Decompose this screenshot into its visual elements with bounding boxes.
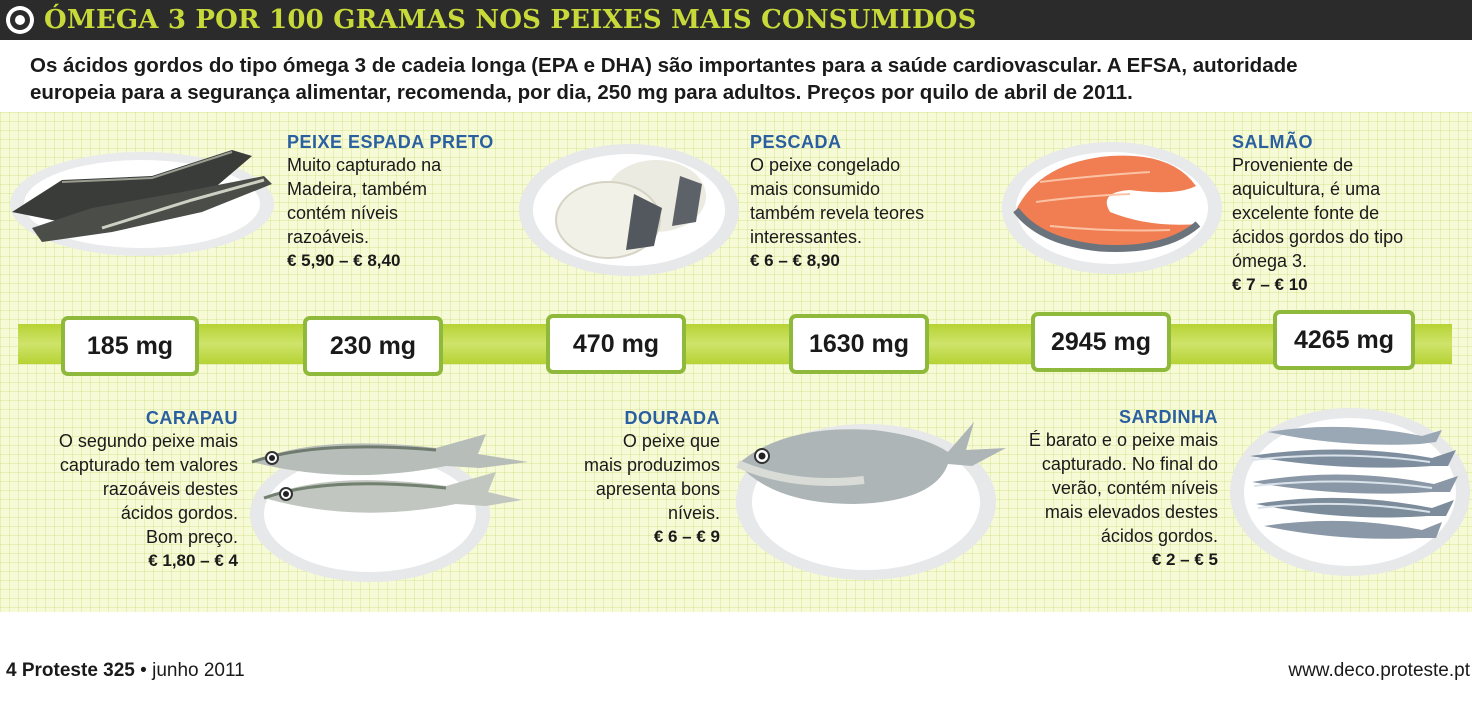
footer-url: www.deco.proteste.pt [1288,660,1470,681]
page-number: 4 [6,660,17,681]
pescada-line-2: mais consumido [750,179,881,199]
dourada-line-2: mais produzimos [583,455,720,475]
carapau-price: € 1,80 – € 4 [148,551,238,570]
sardinha-name: SARDINHA [1118,407,1218,427]
omega3-scale-band [18,324,1452,364]
pescada-name: PESCADA [750,132,842,152]
carapau-name: CARAPAU [145,408,238,428]
salmao-info: SALMÃO Proveniente de aquicultura, é uma… [1232,131,1468,297]
pescada-line-4: interessantes. [750,227,863,247]
intro-line-1: Os ácidos gordos do tipo ómega 3 de cade… [30,54,1298,77]
salmao-name: SALMÃO [1232,132,1313,152]
pescada-plate-image [519,144,739,276]
peixe-espada-line-2: Madeira, também [287,179,428,199]
scale-value-peixe-espada: 230 mg [303,316,443,376]
dourada-line-4: níveis. [667,503,720,523]
intro-text: Os ácidos gordos do tipo ómega 3 de cade… [30,52,1430,106]
dourada-info: DOURADA O peixe que mais produzimos apre… [500,407,720,549]
carapau-plate-image [250,434,528,582]
carapau-line-4: ácidos gordos. [120,503,238,523]
peixe-espada-line-1: Muito capturado na [287,155,442,175]
dourada-plate-image [736,422,1006,580]
dourada-line-1: O peixe que [622,431,720,451]
footer-left: 4 Proteste 325 • junho 2011 [6,660,245,682]
salmao-line-1: Proveniente de [1232,155,1354,175]
carapau-line-2: capturado tem valores [59,455,238,475]
dourada-price: € 6 – € 9 [653,527,720,546]
salmao-plate-image [1002,142,1222,274]
sardinha-plate-image [1230,408,1470,576]
issue-date: junho 2011 [152,660,245,681]
scale-value-sardinha: 2945 mg [1031,312,1171,372]
peixe-espada-price: € 5,90 – € 8,40 [287,251,401,270]
pescada-price: € 6 – € 8,90 [750,251,840,270]
target-icon [6,6,34,34]
pescada-info: PESCADA O peixe congelado mais consumido… [750,131,990,273]
dourada-line-3: apresenta bons [595,479,720,499]
salmao-line-3: excelente fonte de [1232,203,1380,223]
peixe-espada-line-3: contém níveis [287,203,399,223]
sardinha-line-5: ácidos gordos. [1100,526,1218,546]
intro-line-2: europeia para a segurança alimentar, rec… [30,81,1133,104]
pescada-line-3: também revela teores [750,203,925,223]
sardinha-line-2: capturado. No final do [1041,454,1218,474]
scale-value-carapau: 185 mg [61,316,199,376]
footer-separator: • [140,660,147,681]
salmao-line-2: aquicultura, é uma [1232,179,1381,199]
sardinha-info: SARDINHA É barato e o peixe mais captura… [990,406,1218,572]
peixe-espada-line-4: razoáveis. [287,227,370,247]
dourada-name: DOURADA [624,408,720,428]
sardinha-line-4: mais elevados destes [1044,502,1218,522]
page-title: ÓMEGA 3 POR 100 GRAMAS NOS PEIXES MAIS C… [44,5,977,35]
magazine-name: Proteste 325 [21,660,135,681]
scale-value-pescada: 1630 mg [789,314,929,374]
peixe-espada-plate-image [10,150,274,256]
pescada-line-1: O peixe congelado [750,155,901,175]
carapau-line-3: razoáveis destes [102,479,238,499]
peixe-espada-name: PEIXE ESPADA PRETO [287,132,494,152]
peixe-espada-info: PEIXE ESPADA PRETO Muito capturado na Ma… [287,131,527,273]
header-bar: ÓMEGA 3 POR 100 GRAMAS NOS PEIXES MAIS C… [0,0,1472,40]
sardinha-price: € 2 – € 5 [1151,550,1218,569]
salmao-line-4: ácidos gordos do tipo [1232,227,1404,247]
salmao-line-5: ómega 3. [1232,251,1308,271]
carapau-line-1: O segundo peixe mais [58,431,238,451]
carapau-info: CARAPAU O segundo peixe mais capturado t… [10,407,238,573]
sardinha-line-1: É barato e o peixe mais [1028,430,1218,450]
salmao-price: € 7 – € 10 [1232,275,1308,294]
scale-value-dourada: 470 mg [546,314,686,374]
scale-value-salmao: 4265 mg [1273,310,1415,370]
carapau-line-5: Bom preço. [145,527,238,547]
sardinha-line-3: verão, contém níveis [1051,478,1218,498]
